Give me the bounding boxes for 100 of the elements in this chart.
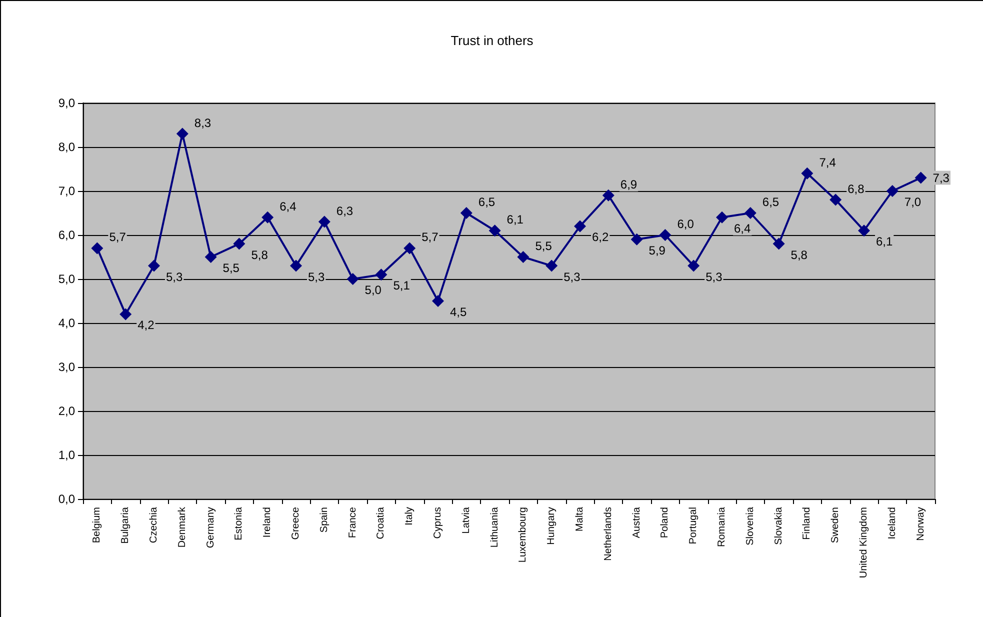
y-tick-label: 8,0 [58, 140, 76, 154]
x-tick-label: Estonia [234, 506, 245, 540]
data-label: 6,1 [506, 212, 524, 227]
point [346, 273, 359, 285]
data-label: 5,0 [364, 283, 382, 297]
point [148, 260, 160, 272]
chart-title: Trust in others [450, 33, 534, 48]
x-tick-label: Netherlands [602, 507, 614, 561]
data-label: 5,8 [251, 248, 268, 262]
data-label: 5,9 [648, 243, 666, 258]
y-tick-label: 5,0 [58, 272, 76, 286]
x-tick-label: Poland [660, 507, 671, 538]
data-label: 6,4 [280, 199, 297, 214]
data-label: 5,3 [308, 270, 326, 284]
x-tick-label: Italy [404, 507, 416, 526]
point [91, 242, 104, 254]
point [659, 229, 672, 241]
data-label: 6,9 [620, 177, 638, 192]
data-label: 6,1 [876, 234, 894, 249]
x-tick-label: Iceland [886, 507, 898, 540]
point [262, 211, 274, 224]
x-tick-label: Greece [290, 506, 302, 540]
x-tick-label: Malta [574, 506, 586, 532]
x-tick-label: Germany [205, 507, 216, 548]
data-label: 5,5 [535, 239, 552, 253]
point [375, 268, 388, 281]
data-label: 6,5 [478, 195, 496, 209]
data-label: 5,5 [222, 261, 240, 275]
data-label: 5,3 [564, 270, 581, 284]
data-label: 4,5 [450, 305, 468, 319]
point [830, 194, 842, 206]
x-tick-label: Romania [716, 506, 728, 548]
x-tick-label: Lithuania [489, 506, 500, 548]
y-tick-label: 3,0 [58, 360, 76, 374]
y-tick-label: 9,0 [58, 96, 76, 110]
data-label: 4,2 [138, 318, 155, 332]
point [460, 207, 472, 219]
data-label: 5,3 [166, 270, 184, 284]
y-tick-label: 2,0 [58, 404, 76, 418]
x-tick-label: Luxembourg [518, 507, 529, 563]
data-label: 6,5 [762, 195, 780, 209]
x-tick-label: Czechia [148, 506, 160, 544]
data-label: 7,0 [904, 195, 922, 209]
data-label: 5,7 [422, 230, 439, 244]
point [602, 189, 614, 202]
x-tick-label: Hungary [546, 507, 558, 545]
point [546, 260, 558, 272]
point [432, 295, 444, 307]
data-label: 6,2 [592, 230, 610, 244]
x-tick-label: Bulgaria [120, 506, 132, 544]
x-tick-label: Spain [318, 507, 330, 533]
point [858, 224, 870, 237]
x-tick-label: Austria [631, 506, 642, 538]
x-tick-label: Belgium [92, 507, 103, 544]
x-tick-label: France [347, 506, 358, 538]
x-tick-label: Latvia [460, 506, 472, 534]
point [176, 128, 188, 140]
point [688, 260, 700, 272]
data-label: 5,7 [109, 230, 126, 244]
point [914, 172, 927, 184]
point [772, 238, 785, 250]
data-label: 5,3 [706, 270, 723, 284]
point [744, 207, 756, 219]
data-label: 6,8 [848, 182, 865, 196]
data-label: 6,3 [336, 204, 354, 218]
x-tick-label: Slovenia [744, 506, 756, 546]
y-tick-label: 4,0 [58, 316, 76, 330]
point [517, 251, 530, 263]
point [630, 233, 643, 246]
point [204, 251, 217, 263]
point [488, 224, 501, 237]
point [886, 185, 898, 197]
data-label: 6,0 [677, 217, 694, 231]
data-label: 5,8 [790, 248, 808, 262]
x-tick-label: Cyprus [432, 507, 444, 539]
x-tick-label: Sweden [830, 507, 842, 544]
x-tick-label: Norway [915, 507, 926, 541]
data-label: 7,4 [819, 155, 836, 170]
x-tick-label: United Kingdom [858, 507, 870, 578]
point [404, 242, 416, 254]
data-label: 5,1 [393, 278, 410, 293]
y-tick-label: 7,0 [58, 184, 76, 198]
x-tick-label: Denmark [176, 506, 188, 548]
point [290, 260, 302, 272]
x-tick-label: Croatia [376, 506, 387, 540]
data-label: 6,4 [734, 221, 752, 236]
data-label: 7,3 [932, 170, 950, 185]
data-label: 8,3 [194, 116, 212, 130]
y-tick-label: 1,0 [58, 448, 76, 462]
y-tick-label: 6,0 [58, 228, 76, 242]
point [318, 216, 330, 228]
point [574, 220, 586, 232]
point [120, 308, 132, 320]
point [233, 238, 246, 250]
point [716, 211, 728, 224]
x-tick-label: Slovakia [773, 506, 784, 545]
point [801, 167, 814, 180]
x-tick-label: Portugal [688, 507, 700, 544]
y-tick-label: 0,0 [58, 492, 76, 506]
x-tick-label: Finland [802, 507, 813, 540]
